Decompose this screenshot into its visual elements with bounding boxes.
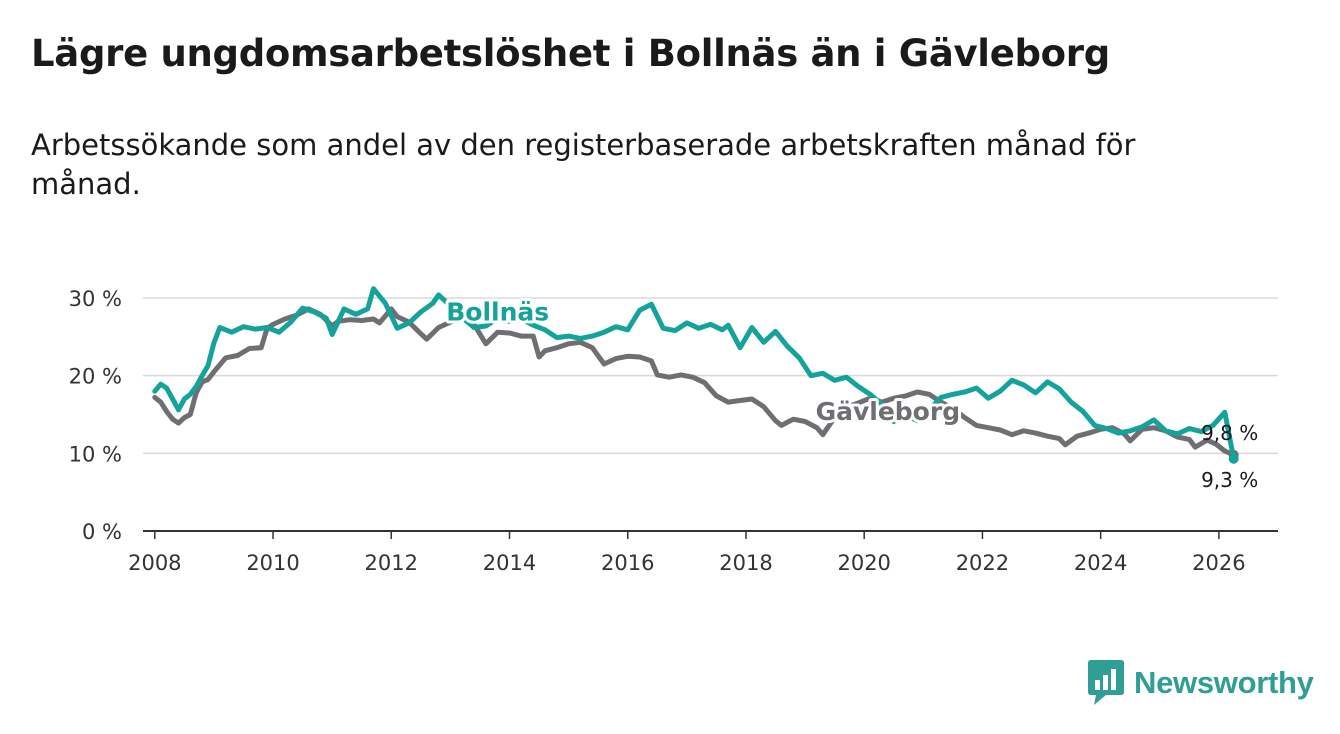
newsworthy-logo-icon [1088, 660, 1124, 705]
x-tick-label-2008: 2008 [128, 551, 181, 575]
series-label-bollnas: Bollnäs [446, 298, 549, 327]
x-tick-label-2014: 2014 [483, 551, 536, 575]
chart-subtitle: Arbetssökande som andel av den registerb… [31, 128, 1136, 201]
end-label-gavleborg: 9,8 % [1201, 421, 1258, 445]
series-lines [152, 286, 1239, 464]
series-line-gavleborg [152, 306, 1237, 458]
x-tick-label-2026: 2026 [1192, 551, 1245, 575]
axes: 0 % 10 % 20 % 30 % 2008 2010 2012 2014 2016 2018 2… [69, 287, 1278, 575]
y-tick-label-20: 20 % [69, 365, 122, 389]
x-tick-label-2024: 2024 [1074, 551, 1127, 575]
y-tick-label-30: 30 % [69, 287, 122, 311]
series-line-bollnas [152, 286, 1237, 462]
x-tick-label-2016: 2016 [601, 551, 654, 575]
brand-name: Newsworthy [1134, 665, 1314, 700]
x-tick-label-2022: 2022 [956, 551, 1009, 575]
series-label-gavleborg: Gävleborg [816, 397, 961, 426]
x-tick-label-2018: 2018 [719, 551, 772, 575]
grid-lines [143, 297, 1278, 455]
chart-title: Lägre ungdomsarbetslöshet i Bollnäs än i… [31, 32, 1110, 75]
x-tick-label-2012: 2012 [365, 551, 418, 575]
end-label-bollnas: 9,3 % [1201, 468, 1258, 492]
brand-logo: Newsworthy [1088, 660, 1314, 706]
series-end-dot-bollnas [1228, 453, 1239, 464]
x-tick-label-2020: 2020 [837, 551, 890, 575]
y-tick-label-0: 0 % [82, 520, 122, 544]
series-labels: 9,8 % 9,3 % Bollnäs Gävleborg [443, 295, 1258, 492]
y-tick-label-10: 10 % [69, 442, 122, 466]
x-tick-label-2010: 2010 [246, 551, 299, 575]
